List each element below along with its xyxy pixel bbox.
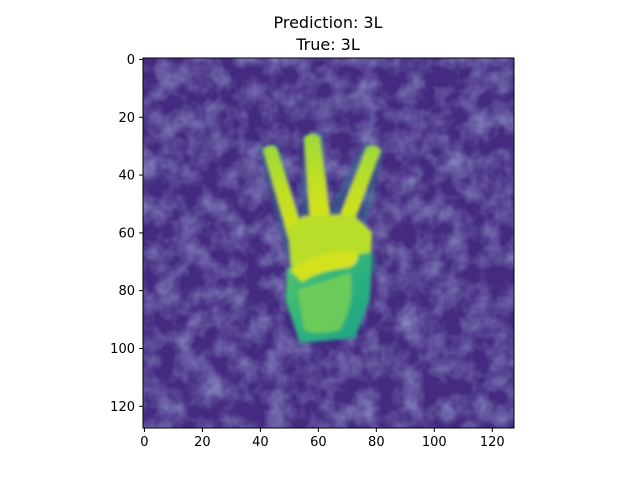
- y-tick-label: 40: [118, 169, 135, 184]
- chart-subtitle: True: 3L: [295, 35, 360, 54]
- finger-right: [338, 145, 381, 232]
- hand-shape: [258, 130, 384, 345]
- x-tick-label: 60: [310, 435, 327, 450]
- y-tick-label: 120: [110, 400, 135, 415]
- x-tick-label: 100: [422, 435, 447, 450]
- y-tick-label: 0: [127, 53, 135, 68]
- x-tick-label: 20: [194, 435, 211, 450]
- thumb-highlight: [290, 251, 358, 282]
- y-tick-label: 20: [118, 111, 135, 126]
- palm-highlight: [298, 272, 352, 333]
- finger-left: [263, 145, 302, 244]
- y-tick-label: 100: [110, 342, 135, 357]
- axes-frame: [142, 57, 515, 429]
- x-tick-label: 80: [368, 435, 385, 450]
- x-tick-label: 120: [480, 435, 505, 450]
- heatmap-image: [143, 58, 514, 428]
- y-tick-label: 80: [118, 284, 135, 299]
- x-axis: 0 20 40 60 80 100 120: [140, 428, 505, 450]
- finger-middle: [304, 133, 330, 222]
- y-tick-label: 60: [118, 226, 135, 241]
- x-tick-label: 40: [252, 435, 269, 450]
- chart-title: Prediction: 3L: [273, 13, 382, 32]
- x-tick-label: 0: [140, 435, 148, 450]
- y-axis: 0 20 40 60 80 100 120: [110, 53, 143, 415]
